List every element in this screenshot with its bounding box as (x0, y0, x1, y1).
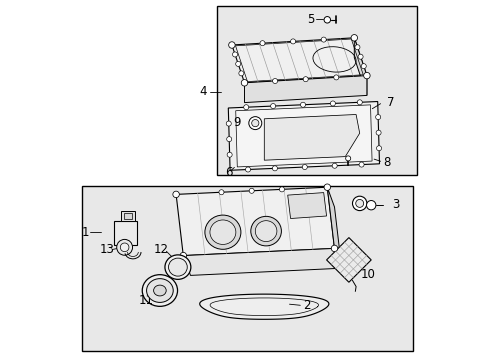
Circle shape (228, 42, 235, 48)
Text: 11: 11 (139, 294, 154, 307)
Circle shape (324, 17, 330, 23)
Text: 3: 3 (391, 198, 399, 211)
Circle shape (302, 165, 306, 170)
Polygon shape (231, 38, 366, 83)
Ellipse shape (146, 279, 173, 302)
Circle shape (232, 52, 237, 57)
Circle shape (226, 152, 232, 157)
Circle shape (226, 121, 231, 126)
Circle shape (226, 137, 231, 142)
Circle shape (350, 35, 357, 41)
Circle shape (321, 37, 325, 42)
Text: 2: 2 (303, 299, 310, 312)
Polygon shape (235, 105, 371, 167)
Circle shape (260, 41, 264, 46)
Circle shape (355, 199, 363, 207)
Circle shape (330, 245, 337, 252)
Circle shape (235, 62, 240, 66)
Ellipse shape (142, 275, 177, 306)
Circle shape (249, 188, 254, 193)
Ellipse shape (209, 220, 235, 244)
Text: 4: 4 (199, 85, 206, 98)
Circle shape (331, 163, 337, 168)
Circle shape (357, 54, 363, 59)
Circle shape (180, 252, 186, 259)
Circle shape (117, 239, 132, 255)
Polygon shape (228, 102, 379, 170)
Ellipse shape (153, 285, 166, 296)
Text: 12: 12 (153, 243, 168, 256)
Ellipse shape (255, 221, 276, 242)
Circle shape (366, 201, 375, 210)
Text: 6: 6 (224, 166, 232, 179)
Text: 10: 10 (360, 268, 374, 281)
Text: 7: 7 (386, 96, 393, 109)
Circle shape (345, 156, 350, 161)
Polygon shape (183, 248, 341, 275)
Polygon shape (326, 238, 370, 282)
Circle shape (272, 78, 277, 84)
Circle shape (120, 243, 129, 252)
Circle shape (290, 39, 295, 44)
Bar (123, 213, 132, 219)
Ellipse shape (164, 255, 190, 279)
Polygon shape (264, 114, 359, 160)
Bar (114, 221, 137, 245)
Circle shape (375, 130, 380, 135)
Circle shape (300, 102, 305, 107)
Text: 5: 5 (307, 13, 314, 26)
Circle shape (354, 45, 359, 50)
Circle shape (270, 104, 275, 109)
Circle shape (363, 72, 369, 79)
Polygon shape (287, 193, 326, 219)
Circle shape (376, 146, 381, 151)
Circle shape (333, 75, 338, 80)
Circle shape (330, 101, 335, 106)
Bar (121, 211, 134, 221)
Circle shape (358, 162, 364, 167)
Text: 1: 1 (81, 226, 89, 239)
Circle shape (243, 105, 248, 110)
Polygon shape (326, 187, 341, 268)
Circle shape (357, 100, 362, 105)
Circle shape (352, 196, 366, 211)
Ellipse shape (204, 215, 241, 249)
Circle shape (245, 167, 250, 172)
Polygon shape (176, 187, 334, 256)
Polygon shape (354, 38, 366, 95)
Circle shape (303, 77, 307, 82)
Circle shape (279, 187, 284, 192)
Text: 8: 8 (382, 156, 390, 169)
Ellipse shape (168, 258, 187, 276)
Circle shape (219, 190, 224, 195)
Circle shape (272, 166, 277, 171)
Circle shape (251, 120, 258, 127)
Bar (81, 186, 412, 351)
Circle shape (375, 114, 380, 120)
Text: 9: 9 (233, 116, 241, 129)
Circle shape (238, 71, 244, 76)
Ellipse shape (250, 216, 281, 246)
Circle shape (172, 191, 179, 198)
Polygon shape (244, 76, 366, 103)
Bar (217, 6, 416, 175)
Circle shape (241, 80, 247, 86)
Polygon shape (199, 294, 328, 319)
Text: 13: 13 (100, 243, 114, 256)
Circle shape (324, 184, 330, 190)
Circle shape (248, 117, 261, 130)
Circle shape (361, 64, 366, 69)
